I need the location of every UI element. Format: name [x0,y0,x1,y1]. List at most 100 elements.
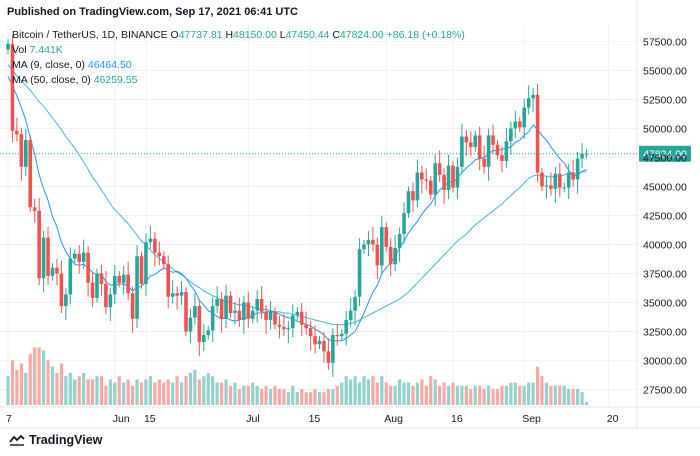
candle-body[interactable] [428,180,433,195]
candle-body[interactable] [326,351,331,363]
candle-body[interactable] [68,258,73,295]
candle-body[interactable] [517,121,522,128]
candle-body[interactable] [166,264,170,297]
candle-body[interactable] [206,330,211,336]
candle-body[interactable] [99,273,104,284]
candle-body[interactable] [366,239,371,245]
candle-body[interactable] [424,179,429,181]
candle-body[interactable] [371,239,375,245]
candle-body[interactable] [157,252,162,257]
candle-body[interactable] [375,244,380,266]
candle-body[interactable] [384,227,389,247]
candle-body[interactable] [437,163,442,175]
candle-body[interactable] [130,293,135,319]
candle-body[interactable] [575,158,580,180]
candle-body[interactable] [522,107,526,128]
symbol-name[interactable]: Bitcoin / TetherUS, 1D, BINANCE [12,29,168,41]
candle-body[interactable] [108,294,113,308]
candle-body[interactable] [197,306,202,343]
candle-body[interactable] [135,256,139,319]
candle-body[interactable] [246,302,251,319]
candle-body[interactable] [153,238,157,253]
candle-body[interactable] [442,174,446,190]
candle-body[interactable] [411,191,415,201]
candle-body[interactable] [540,172,544,187]
candle-body[interactable] [19,134,24,167]
candle-body[interactable] [295,311,300,316]
candle-body[interactable] [464,136,469,143]
candle-body[interactable] [286,328,291,330]
candle-body[interactable] [420,172,424,180]
candle-body[interactable] [210,306,215,331]
candle-body[interactable] [495,144,500,156]
candle-body[interactable] [460,136,464,167]
candle-body[interactable] [95,273,99,298]
candle-body[interactable] [531,94,535,99]
candle-body[interactable] [433,163,437,195]
candle-body[interactable] [504,141,509,161]
candle-body[interactable] [393,247,397,265]
candle-body[interactable] [28,140,33,208]
candle-body[interactable] [553,173,558,189]
candle-body[interactable] [250,310,255,319]
candle-body[interactable] [86,252,90,283]
candle-body[interactable] [121,274,126,283]
candle-body[interactable] [255,299,259,311]
candle-body[interactable] [451,165,455,188]
candle-body[interactable] [402,213,406,235]
candle-body[interactable] [175,293,179,296]
candle-body[interactable] [193,306,197,318]
symbol-ohlc-row[interactable]: Bitcoin / TetherUS, 1D, BINANCE O47737.8… [12,28,465,43]
candle-body[interactable] [170,293,175,297]
candle-body[interactable] [104,283,108,308]
candle-body[interactable] [6,43,10,50]
candle-body[interactable] [113,275,117,295]
candle-body[interactable] [64,294,68,307]
candle-body[interactable] [233,310,237,313]
candle-body[interactable] [188,317,193,332]
candle-body[interactable] [59,273,64,307]
candle-body[interactable] [46,237,50,276]
candle-body[interactable] [291,315,295,329]
candle-body[interactable] [477,135,482,159]
candle-body[interactable] [562,187,567,189]
candle-body[interactable] [455,166,460,188]
candle-body[interactable] [335,335,340,337]
candle-body[interactable] [580,153,584,159]
ma9-legend-row[interactable]: MA (9, close, 0) 46464.50 [12,58,465,73]
candle-body[interactable] [486,135,491,167]
candle-body[interactable] [117,275,122,283]
candle-body[interactable] [277,324,282,327]
candle-body[interactable] [362,244,366,250]
candle-body[interactable] [513,121,518,129]
candle-body[interactable] [264,311,268,320]
candle-body[interactable] [90,282,95,298]
candle-body[interactable] [544,185,549,187]
candle-body[interactable] [308,328,313,337]
volume-legend-row[interactable]: Vol 7.441K [12,43,465,58]
candle-body[interactable] [77,253,81,262]
candle-body[interactable] [24,140,28,167]
candle-body[interactable] [161,256,166,265]
candle-body[interactable] [558,173,562,188]
candle-body[interactable] [509,128,513,142]
candle-body[interactable] [571,172,575,180]
candle-body[interactable] [397,234,402,248]
candle-body[interactable] [81,252,86,262]
candle-body[interactable] [282,326,286,330]
candle-body[interactable] [268,311,273,320]
candle-body[interactable] [380,227,384,266]
candle-body[interactable] [348,310,353,320]
candle-body[interactable] [339,333,344,337]
candle-body[interactable] [126,274,130,294]
candle-body[interactable] [215,299,219,307]
ma9-line[interactable] [7,75,587,342]
candle-body[interactable] [15,130,19,135]
candle-body[interactable] [473,135,478,148]
ma50-line[interactable] [7,64,587,326]
candle-body[interactable] [331,335,335,363]
candle-body[interactable] [299,311,304,325]
candle-body[interactable] [415,172,420,201]
candle-body[interactable] [41,237,46,279]
